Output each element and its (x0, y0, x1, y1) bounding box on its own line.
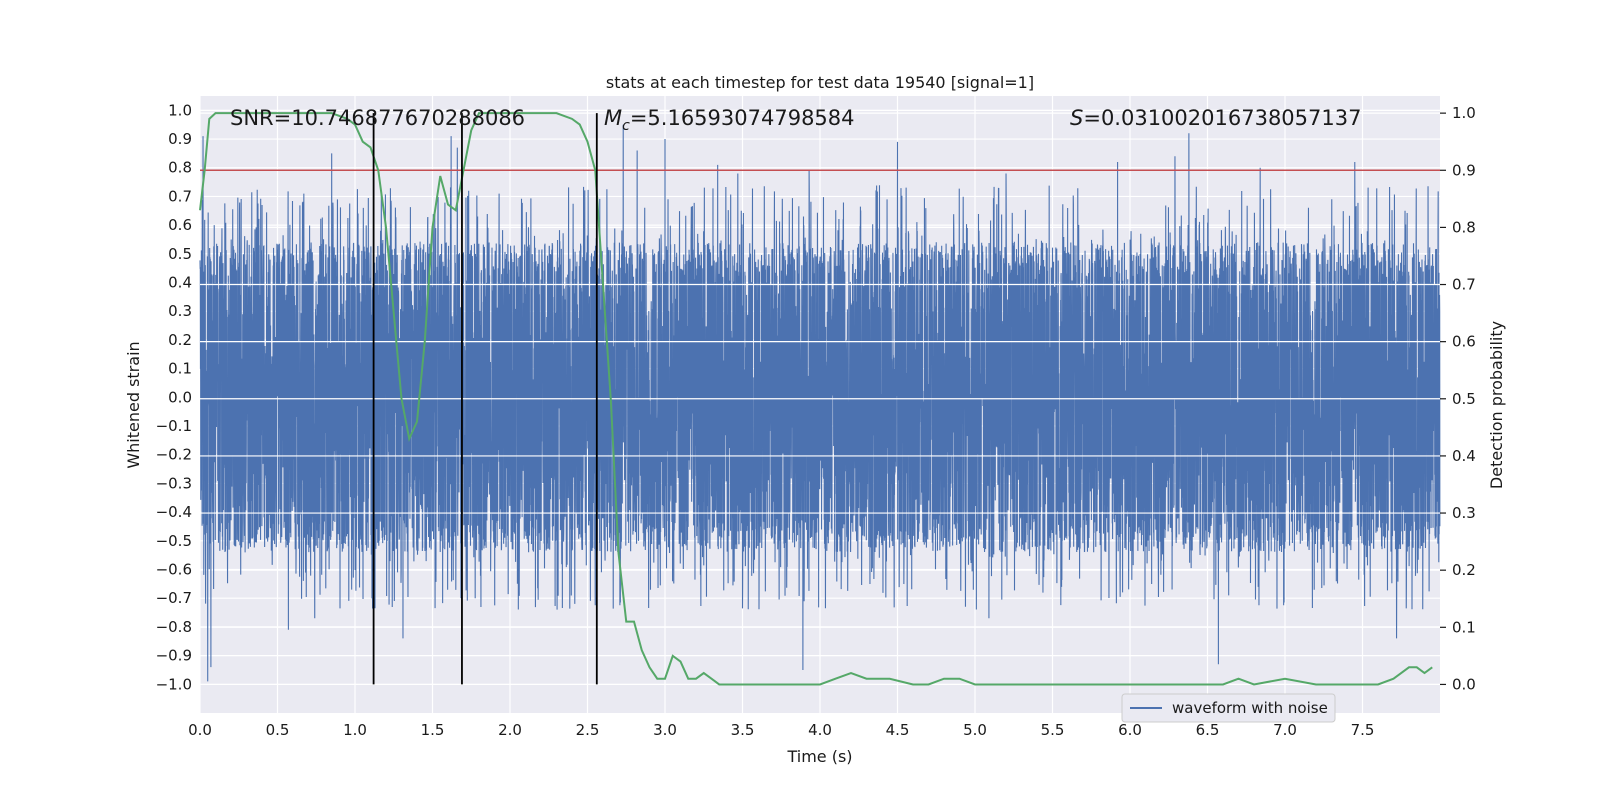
y-right-tick-label: 0.0 (1452, 675, 1476, 693)
x-tick-label: 0.5 (266, 721, 290, 739)
y-left-tick-label: 0.7 (168, 187, 192, 205)
y-left-tick-label: 0.4 (168, 274, 192, 292)
y-right-tick-label: 0.5 (1452, 390, 1476, 408)
x-tick-label: 6.0 (1118, 721, 1142, 739)
y-left-tick-label: 0.3 (168, 302, 192, 320)
chirp-mass-subscript: c (622, 118, 630, 134)
y-left-tick-label: −0.5 (156, 532, 192, 550)
x-tick-label: 7.5 (1351, 721, 1375, 739)
y-right-tick-label: 0.8 (1452, 218, 1476, 236)
y-axis-left-label: Whitened strain (124, 341, 143, 468)
y-right-tick-label: 0.9 (1452, 161, 1476, 179)
y-right-tick-label: 0.3 (1452, 504, 1476, 522)
x-tick-label: 0.0 (188, 721, 212, 739)
legend-label-waveform: waveform with noise (1172, 699, 1328, 717)
y-left-tick-label: 0.2 (168, 331, 192, 349)
x-tick-label: 4.5 (886, 721, 910, 739)
x-tick-label: 5.0 (963, 721, 987, 739)
axis-ticks: 0.0 0.5 1.0 1.5 2.0 2.5 3.0 3.5 4.0 4.5 5.0 5.5 6.0 6… (156, 101, 1476, 739)
legend: waveform with noise (1121, 693, 1336, 723)
x-tick-label: 3.5 (731, 721, 755, 739)
x-tick-label: 7.0 (1273, 721, 1297, 739)
chirp-mass-value: =5.16593074798584 (630, 106, 855, 130)
waveform-series (199, 124, 1441, 682)
y-left-tick-label: −0.6 (156, 561, 192, 579)
x-tick-label: 2.5 (576, 721, 600, 739)
y-right-tick-label: 0.4 (1452, 447, 1476, 465)
y-right-tick-label: 0.1 (1452, 618, 1476, 636)
y-left-tick-label: −0.9 (156, 647, 192, 665)
y-left-tick-label: 0.6 (168, 216, 192, 234)
s-annotation: S=0.031002016738057137 (1070, 106, 1361, 130)
y-right-tick-label: 1.0 (1452, 104, 1476, 122)
x-tick-label: 1.0 (343, 721, 367, 739)
legend-box (1121, 693, 1336, 723)
s-value: =0.031002016738057137 (1083, 106, 1361, 130)
y-left-tick-label: 0.5 (168, 245, 192, 263)
y-left-tick-label: −0.3 (156, 474, 192, 492)
y-left-tick-label: −0.4 (156, 503, 192, 521)
s-symbol: S (1070, 106, 1083, 130)
y-left-tick-label: −1.0 (156, 675, 192, 693)
chirp-mass-annotation: Mc=5.16593074798584 (604, 106, 855, 134)
y-right-tick-label: 0.6 (1452, 333, 1476, 351)
x-tick-label: 6.5 (1196, 721, 1220, 739)
snr-annotation: SNR=10.746877670288086 (230, 106, 525, 130)
y-left-tick-label: 0.1 (168, 360, 192, 378)
x-axis-label: Time (s) (786, 747, 852, 766)
x-tick-label: 3.0 (653, 721, 677, 739)
y-right-tick-label: 0.7 (1452, 276, 1476, 294)
x-tick-label: 4.0 (808, 721, 832, 739)
x-tick-label: 1.5 (421, 721, 445, 739)
y-left-tick-label: −0.2 (156, 446, 192, 464)
waveform-line (199, 124, 1441, 682)
y-left-tick-label: 0.0 (168, 388, 192, 406)
chart-title: stats at each timestep for test data 195… (606, 73, 1034, 92)
y-right-tick-label: 0.2 (1452, 561, 1476, 579)
y-left-tick-label: 1.0 (168, 101, 192, 119)
x-tick-label: 5.5 (1041, 721, 1065, 739)
chirp-mass-symbol: M (604, 106, 622, 130)
y-left-tick-label: 0.8 (168, 159, 192, 177)
y-left-tick-label: −0.1 (156, 417, 192, 435)
vertical-markers (372, 113, 598, 685)
detection-probability-series (199, 112, 1440, 686)
y-axis-right-label: Detection probability (1487, 321, 1506, 489)
y-left-tick-label: −0.7 (156, 589, 192, 607)
y-left-tick-label: 0.9 (168, 130, 192, 148)
detection-probability-line (199, 112, 1433, 686)
x-tick-label: 2.0 (498, 721, 522, 739)
y-left-tick-label: −0.8 (156, 618, 192, 636)
